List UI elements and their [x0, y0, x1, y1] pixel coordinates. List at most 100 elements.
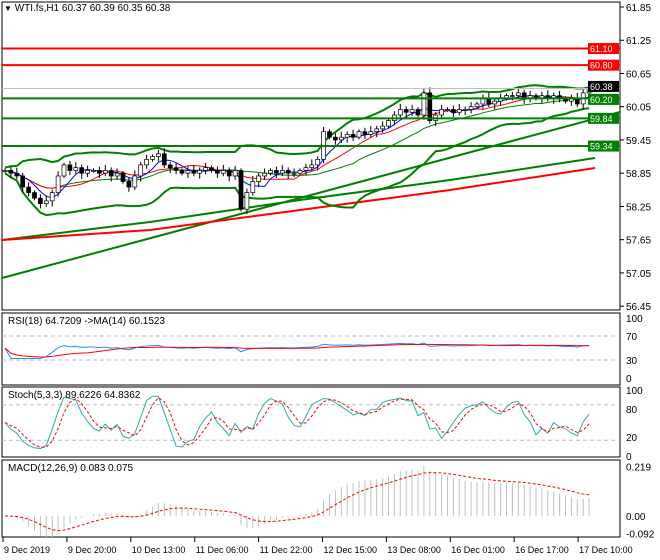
panel-frame-2	[1, 386, 621, 458]
candle-body	[67, 164, 73, 171]
stoch-tick-label: 20	[626, 433, 638, 444]
candle-body	[279, 170, 285, 174]
stoch-tick-label: 100	[626, 386, 643, 397]
candle-body	[144, 159, 149, 166]
price-tick-label: 60.65	[626, 69, 651, 80]
candle-body	[297, 170, 303, 174]
stoch-title: Stoch(5,3,3) 89.6226 64.8362	[8, 390, 141, 401]
candle-body	[26, 186, 31, 193]
rsi-tick-label: 100	[626, 314, 643, 325]
dropdown-triangle-icon[interactable]: ▼	[4, 4, 12, 13]
panel-frame-3	[1, 459, 621, 538]
candle-body	[8, 170, 14, 174]
candle-body	[427, 92, 433, 121]
price-tick-label: 61.85	[626, 3, 651, 14]
candle-body	[439, 109, 444, 116]
candle-body	[173, 167, 179, 171]
ma-long-red	[1, 167, 596, 241]
candle-body	[161, 153, 167, 166]
candle-body	[368, 131, 374, 135]
bollinger-upper	[4, 84, 590, 169]
candle-body	[2, 170, 8, 172]
candle-body	[362, 131, 368, 135]
time-tick-label: 16 Dec 17:00	[515, 545, 569, 555]
candle-body	[350, 134, 356, 138]
candle-body	[510, 95, 515, 97]
candle-body	[232, 170, 238, 177]
macd-title: MACD(12,26,9) 0.083 0.075	[8, 463, 134, 474]
candle-body	[220, 170, 226, 174]
candle-body	[126, 181, 132, 188]
ma-short-blue	[4, 95, 590, 199]
candle-body	[356, 131, 362, 138]
candle-body	[344, 134, 350, 138]
rsi-tick-label: 30	[626, 356, 638, 367]
rsi-title: RSI(18) 64.7209 ->MA(14) 60.1523	[8, 316, 166, 327]
level-badge-text: 59.84	[590, 114, 613, 124]
candle-body	[256, 175, 262, 182]
rsi-ma-line	[4, 343, 590, 358]
macd-tick-label: 0.219	[626, 463, 651, 474]
candle-body	[150, 156, 155, 160]
level-badge-text: 60.20	[590, 95, 613, 105]
level-badge-59.84	[588, 112, 619, 124]
candle-body	[468, 106, 474, 110]
candle-body	[167, 164, 173, 169]
time-tick-label: 9 Dec 20:00	[68, 545, 117, 555]
price-tick-label: 57.65	[626, 236, 651, 247]
candle-body	[73, 167, 79, 171]
candle-body	[209, 167, 214, 171]
time-tick-label: 9 Dec 2019	[4, 545, 50, 555]
candle-body	[462, 109, 468, 111]
candle-body	[415, 109, 421, 116]
candle-body	[156, 153, 161, 157]
panel-frame-0	[1, 1, 621, 311]
macd-tick-label: 0.00	[626, 512, 646, 523]
macd-tick-label: -0.092	[626, 530, 655, 541]
candle-body	[191, 170, 197, 174]
level-badge-60.38	[588, 80, 619, 92]
candle-body	[262, 172, 267, 177]
candle-body	[61, 164, 67, 177]
candle-body	[226, 170, 232, 177]
candle-body	[91, 170, 96, 172]
candle-body	[315, 159, 321, 166]
candle-body	[409, 109, 415, 113]
stoch-tick-label: 80	[626, 405, 638, 416]
candle-body	[374, 128, 380, 133]
candle-body	[215, 170, 220, 174]
time-tick-label: 17 Dec 10:00	[579, 545, 633, 555]
candle-body	[250, 181, 256, 193]
stoch-tick-label: 0	[626, 452, 632, 463]
candle-body	[32, 192, 37, 199]
candle-body	[386, 120, 391, 127]
candle-body	[108, 170, 114, 177]
ma-long-green	[1, 157, 596, 241]
candle-body	[397, 109, 403, 116]
level-badge-60.80	[588, 59, 619, 71]
price-tick-label: 58.85	[626, 169, 651, 180]
candle-body	[303, 167, 309, 171]
bollinger-lower	[4, 107, 590, 217]
macd-signal-line	[4, 472, 590, 532]
candle-body	[49, 192, 55, 202]
candle-body	[14, 172, 20, 177]
candle-body	[197, 170, 203, 174]
candle-body	[203, 167, 208, 171]
candle-body	[43, 200, 49, 205]
rsi-tick-label: 0	[626, 374, 632, 385]
candle-body	[268, 170, 273, 174]
stoch-signal-line	[4, 397, 590, 448]
time-tick-label: 11 Dec 06:00	[196, 545, 249, 555]
candle-body	[445, 109, 450, 111]
candle-body	[102, 170, 108, 174]
candle-body	[20, 175, 26, 188]
symbol-ohlc-label: WTI.fs,H1 60.37 60.39 60.35 60.38	[14, 3, 171, 14]
panel-frame-1	[1, 312, 621, 386]
candle-body	[114, 172, 120, 177]
price-tick-label: 60.05	[626, 103, 651, 114]
candle-body	[309, 164, 315, 169]
candle-body	[244, 192, 250, 210]
